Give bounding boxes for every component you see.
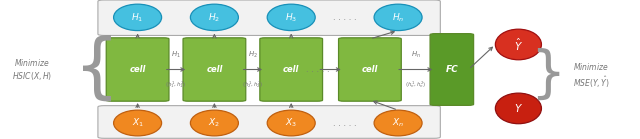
Ellipse shape <box>374 4 422 31</box>
Text: $X_1$: $X_1$ <box>132 117 143 129</box>
Text: $(h_2^1,h_2^2)$: $(h_2^1,h_2^2)$ <box>242 79 264 90</box>
Text: $H_3$: $H_3$ <box>285 11 298 24</box>
FancyBboxPatch shape <box>260 38 323 101</box>
Text: cell: cell <box>362 65 378 74</box>
Text: cell: cell <box>129 65 146 74</box>
Text: {: { <box>74 35 120 104</box>
Ellipse shape <box>268 110 315 136</box>
Text: . . . . .: . . . . . <box>333 119 356 127</box>
Text: $X_2$: $X_2$ <box>209 117 220 129</box>
Ellipse shape <box>495 29 541 60</box>
Text: . . . . .: . . . . . <box>307 65 330 74</box>
Text: FC: FC <box>445 65 458 74</box>
Text: $X_3$: $X_3$ <box>285 117 297 129</box>
Text: $H_1$: $H_1$ <box>171 50 181 60</box>
Text: $H_n$: $H_n$ <box>411 50 420 60</box>
Text: . . . . .: . . . . . <box>333 13 356 22</box>
FancyBboxPatch shape <box>106 38 169 101</box>
Text: $Minimize$
$MSE(Y,\hat{Y})$: $Minimize$ $MSE(Y,\hat{Y})$ <box>573 61 609 90</box>
Text: $H_1$: $H_1$ <box>131 11 144 24</box>
FancyBboxPatch shape <box>339 38 401 101</box>
Text: $Minimize$
$HSIC(X,H)$: $Minimize$ $HSIC(X,H)$ <box>12 57 52 82</box>
FancyBboxPatch shape <box>98 0 440 35</box>
Text: $X_n$: $X_n$ <box>392 117 404 129</box>
Ellipse shape <box>268 4 315 31</box>
Ellipse shape <box>191 4 239 31</box>
Text: $\hat{Y}$: $\hat{Y}$ <box>514 36 523 53</box>
Text: $H_2$: $H_2$ <box>208 11 221 24</box>
Text: $(h_n^1,h_n^2)$: $(h_n^1,h_n^2)$ <box>405 79 426 90</box>
FancyBboxPatch shape <box>430 34 474 105</box>
Text: $H_2$: $H_2$ <box>248 50 258 60</box>
Ellipse shape <box>495 93 541 124</box>
Text: $Y$: $Y$ <box>514 102 523 114</box>
Ellipse shape <box>374 110 422 136</box>
FancyBboxPatch shape <box>183 38 246 101</box>
Text: $H_n$: $H_n$ <box>392 11 404 24</box>
Ellipse shape <box>114 4 161 31</box>
FancyBboxPatch shape <box>98 106 440 138</box>
Text: cell: cell <box>206 65 223 74</box>
Ellipse shape <box>114 110 161 136</box>
Ellipse shape <box>191 110 239 136</box>
Text: $(h_1^1,h_1^2)$: $(h_1^1,h_1^2)$ <box>165 79 187 90</box>
Text: cell: cell <box>283 65 300 74</box>
Text: }: } <box>530 48 566 102</box>
